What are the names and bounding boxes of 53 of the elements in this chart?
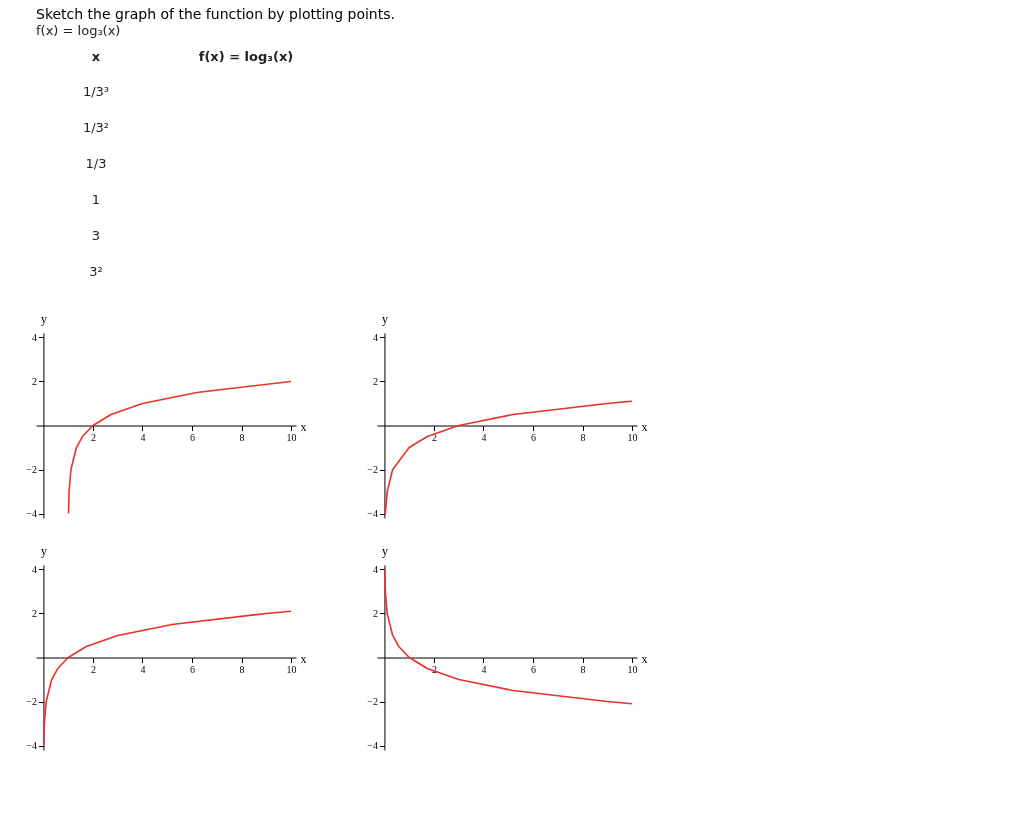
y-tick-label: 2: [31, 607, 37, 619]
text: x: [91, 49, 101, 64]
x-tick-label: 10: [627, 432, 638, 443]
x-tick-label: 8: [239, 664, 245, 675]
text: f(x) = log₃(x): [36, 23, 121, 38]
y-tick-label: 4: [31, 563, 37, 575]
y-tick-label: −2: [367, 696, 378, 708]
x-tick-label: 8: [580, 664, 586, 675]
y-axis-title: y: [381, 543, 388, 558]
y-tick-label: −2: [26, 464, 37, 476]
x-axis-title: x: [641, 420, 648, 434]
text: 1: [91, 192, 101, 207]
y-axis-title: y: [40, 543, 47, 558]
x-tick-label: 2: [90, 664, 96, 675]
y-tick-label: 2: [372, 375, 378, 387]
x-tick-label: 10: [286, 432, 297, 443]
text: 1/3: [85, 156, 107, 171]
y-tick-label: −4: [367, 508, 378, 520]
x-tick-label: 10: [286, 664, 297, 675]
x-axis-title: x: [300, 420, 307, 434]
y-tick-label: 2: [31, 375, 37, 387]
y-tick-label: −4: [367, 740, 378, 752]
text: 3: [91, 228, 101, 243]
text: 1/3²: [82, 120, 110, 135]
text: f(x) = log₃(x): [198, 49, 294, 64]
x-tick-label: 6: [531, 664, 536, 675]
text: Sketch the graph of the function by plotting points.: [36, 6, 395, 22]
x-tick-label: 2: [431, 664, 437, 675]
y-tick-label: 4: [372, 563, 378, 575]
y-tick-label: −4: [26, 508, 37, 520]
x-tick-label: 8: [239, 432, 245, 443]
text: 1/3³: [82, 84, 110, 99]
x-axis-title: x: [641, 652, 648, 666]
y-axis-title: y: [381, 311, 388, 326]
x-tick-label: 10: [627, 664, 638, 675]
x-tick-label: 6: [190, 432, 195, 443]
y-tick-label: 2: [372, 607, 378, 619]
y-tick-label: 4: [31, 331, 37, 343]
x-tick-label: 2: [90, 432, 96, 443]
x-tick-label: 8: [580, 432, 586, 443]
x-tick-label: 4: [481, 432, 487, 443]
y-tick-label: 4: [372, 331, 378, 343]
y-tick-label: −2: [367, 464, 378, 476]
x-tick-label: 6: [531, 432, 536, 443]
x-tick-label: 6: [190, 664, 195, 675]
x-axis-title: x: [300, 652, 307, 666]
x-tick-label: 4: [140, 432, 146, 443]
text: 3²: [89, 264, 103, 279]
y-tick-label: −2: [26, 696, 37, 708]
x-tick-label: 4: [140, 664, 146, 675]
x-tick-label: 4: [481, 664, 487, 675]
y-tick-label: −4: [26, 740, 37, 752]
y-axis-title: y: [40, 311, 47, 326]
